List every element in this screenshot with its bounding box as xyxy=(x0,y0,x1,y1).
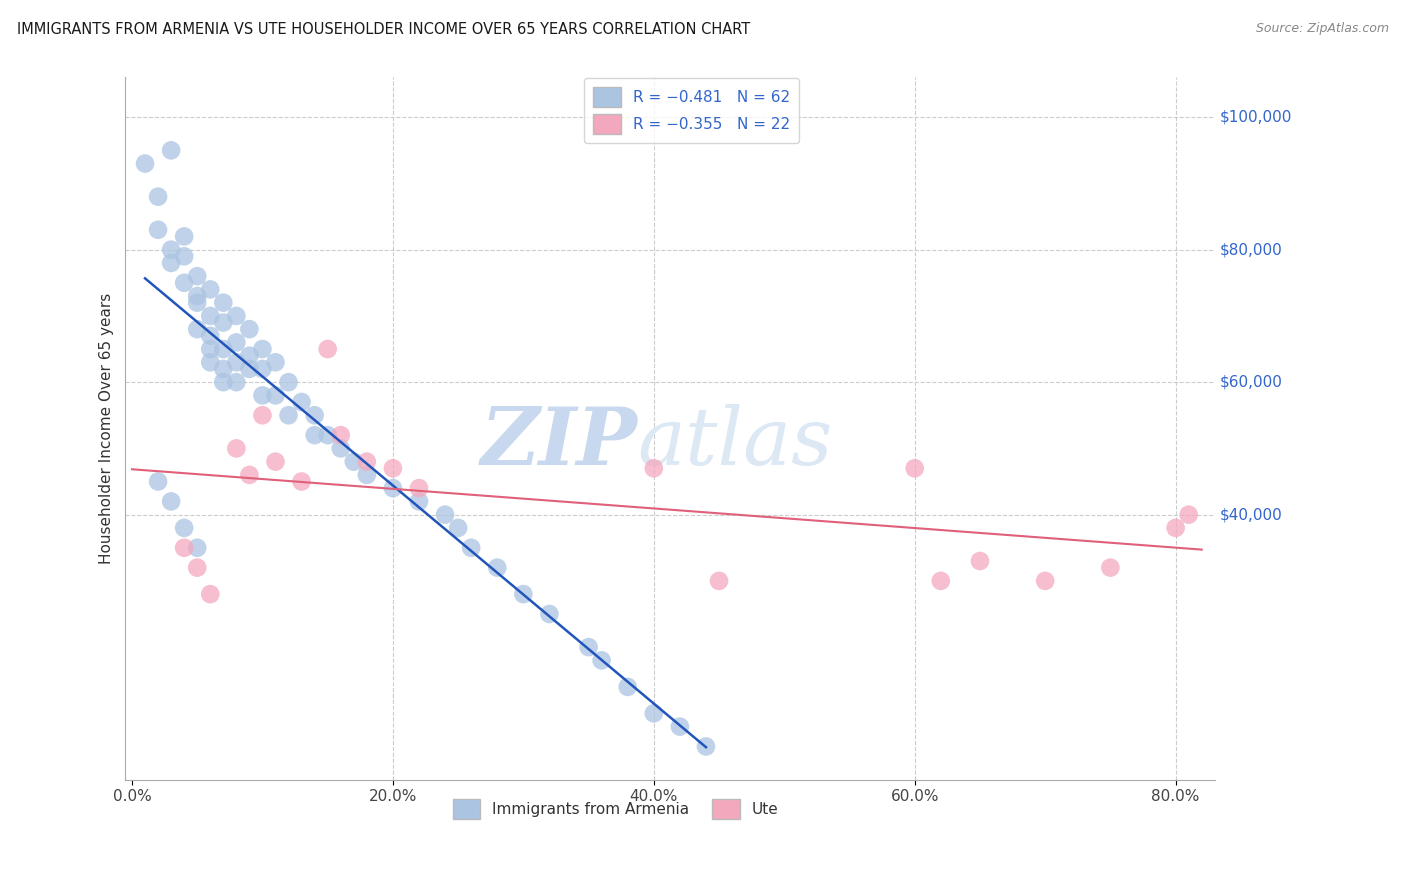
Point xyxy=(212,375,235,389)
Point xyxy=(329,442,352,456)
Point xyxy=(186,560,208,574)
Point xyxy=(591,653,613,667)
Point xyxy=(160,494,183,508)
Point xyxy=(225,309,247,323)
Point xyxy=(264,388,287,402)
Point xyxy=(173,249,195,263)
Point xyxy=(381,461,404,475)
Point xyxy=(316,428,339,442)
Point xyxy=(173,541,195,555)
Point xyxy=(512,587,534,601)
Text: $40,000: $40,000 xyxy=(1220,508,1282,522)
Point xyxy=(225,375,247,389)
Point xyxy=(447,521,470,535)
Point xyxy=(969,554,991,568)
Point xyxy=(643,706,665,721)
Point xyxy=(643,461,665,475)
Point xyxy=(381,481,404,495)
Point xyxy=(252,388,274,402)
Y-axis label: Householder Income Over 65 years: Householder Income Over 65 years xyxy=(100,293,114,564)
Point xyxy=(200,309,222,323)
Point xyxy=(160,256,183,270)
Point xyxy=(173,229,195,244)
Legend: Immigrants from Armenia, Ute: Immigrants from Armenia, Ute xyxy=(447,793,785,824)
Point xyxy=(146,223,169,237)
Point xyxy=(173,276,195,290)
Point xyxy=(212,362,235,376)
Point xyxy=(538,607,561,621)
Point xyxy=(343,455,366,469)
Point xyxy=(186,541,208,555)
Point xyxy=(578,640,600,654)
Point xyxy=(173,521,195,535)
Point xyxy=(304,409,326,423)
Point xyxy=(290,395,312,409)
Point xyxy=(134,156,156,170)
Point xyxy=(200,282,222,296)
Text: Source: ZipAtlas.com: Source: ZipAtlas.com xyxy=(1256,22,1389,36)
Point xyxy=(460,541,482,555)
Point xyxy=(408,481,430,495)
Point xyxy=(212,342,235,356)
Point xyxy=(277,409,299,423)
Point xyxy=(186,295,208,310)
Point xyxy=(225,335,247,350)
Point xyxy=(146,475,169,489)
Point xyxy=(200,587,222,601)
Point xyxy=(212,316,235,330)
Text: ZIP: ZIP xyxy=(481,404,637,482)
Point xyxy=(616,680,638,694)
Text: $60,000: $60,000 xyxy=(1220,375,1284,390)
Point xyxy=(1033,574,1056,588)
Point xyxy=(356,467,378,482)
Point xyxy=(252,362,274,376)
Point xyxy=(356,455,378,469)
Point xyxy=(252,342,274,356)
Point xyxy=(238,349,260,363)
Point xyxy=(316,342,339,356)
Point xyxy=(1177,508,1199,522)
Point xyxy=(1164,521,1187,535)
Point xyxy=(929,574,952,588)
Point xyxy=(225,355,247,369)
Point xyxy=(160,144,183,158)
Point xyxy=(434,508,457,522)
Point xyxy=(200,328,222,343)
Point xyxy=(160,243,183,257)
Point xyxy=(304,428,326,442)
Point xyxy=(695,739,717,754)
Point xyxy=(212,295,235,310)
Point xyxy=(225,442,247,456)
Point xyxy=(238,467,260,482)
Point xyxy=(277,375,299,389)
Point xyxy=(408,494,430,508)
Point xyxy=(238,322,260,336)
Point xyxy=(186,269,208,284)
Point xyxy=(186,289,208,303)
Point xyxy=(200,342,222,356)
Point xyxy=(264,355,287,369)
Text: $100,000: $100,000 xyxy=(1220,110,1292,125)
Point xyxy=(146,189,169,203)
Text: atlas: atlas xyxy=(637,404,832,482)
Point xyxy=(186,322,208,336)
Text: IMMIGRANTS FROM ARMENIA VS UTE HOUSEHOLDER INCOME OVER 65 YEARS CORRELATION CHAR: IMMIGRANTS FROM ARMENIA VS UTE HOUSEHOLD… xyxy=(17,22,751,37)
Point xyxy=(238,362,260,376)
Point xyxy=(1099,560,1122,574)
Point xyxy=(290,475,312,489)
Point xyxy=(707,574,730,588)
Point xyxy=(200,355,222,369)
Point xyxy=(264,455,287,469)
Point xyxy=(669,720,692,734)
Point xyxy=(904,461,927,475)
Point xyxy=(329,428,352,442)
Point xyxy=(252,409,274,423)
Text: $80,000: $80,000 xyxy=(1220,242,1282,257)
Point xyxy=(486,560,509,574)
